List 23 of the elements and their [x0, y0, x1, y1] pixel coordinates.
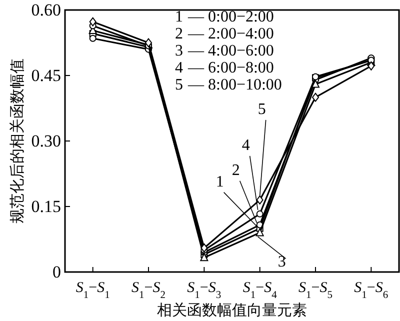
x-axis-title: 相关函数幅值向量元素 [157, 302, 307, 319]
y-tick-label: 0 [52, 262, 61, 282]
series-label: 1 — 0:00−2:00 [175, 8, 274, 26]
x-tick-label: S$_{1}$−S$_{4}$ [242, 280, 278, 300]
annotation: 3 [278, 254, 286, 271]
annotation: 5 [258, 100, 266, 118]
series-label: 3 — 4:00−6:00 [175, 42, 274, 60]
annotation: 2 [232, 162, 240, 179]
y-tick-label: 0.45 [31, 66, 61, 85]
x-tick-label: S$_{1}$−S$_{2}$ [132, 280, 166, 300]
series-label: 4 — 6:00−8:00 [175, 60, 274, 76]
annotation: 1 [216, 173, 224, 190]
x-tick-label: S$_{1}$−S$_{1}$ [76, 280, 110, 300]
series-label: 5 — 8:00−10:00 [175, 76, 282, 94]
y-tick-label: 0.60 [31, 0, 61, 20]
series-label: 2 — 2:00−4:00 [175, 26, 274, 42]
y-axis-title: 规范化后的相关函数幅值 [9, 58, 26, 224]
y-tick-label: 0.30 [31, 132, 61, 150]
annotation: 4 [242, 136, 250, 154]
x-tick-label: S$_{1}$−S$_{6}$ [354, 280, 388, 300]
x-tick-label: S$_{1}$−S$_{3}$ [187, 280, 222, 300]
y-tick-label: 0.15 [31, 197, 61, 216]
x-tick-label: S$_{1}$−S$_{5}$ [298, 280, 332, 300]
